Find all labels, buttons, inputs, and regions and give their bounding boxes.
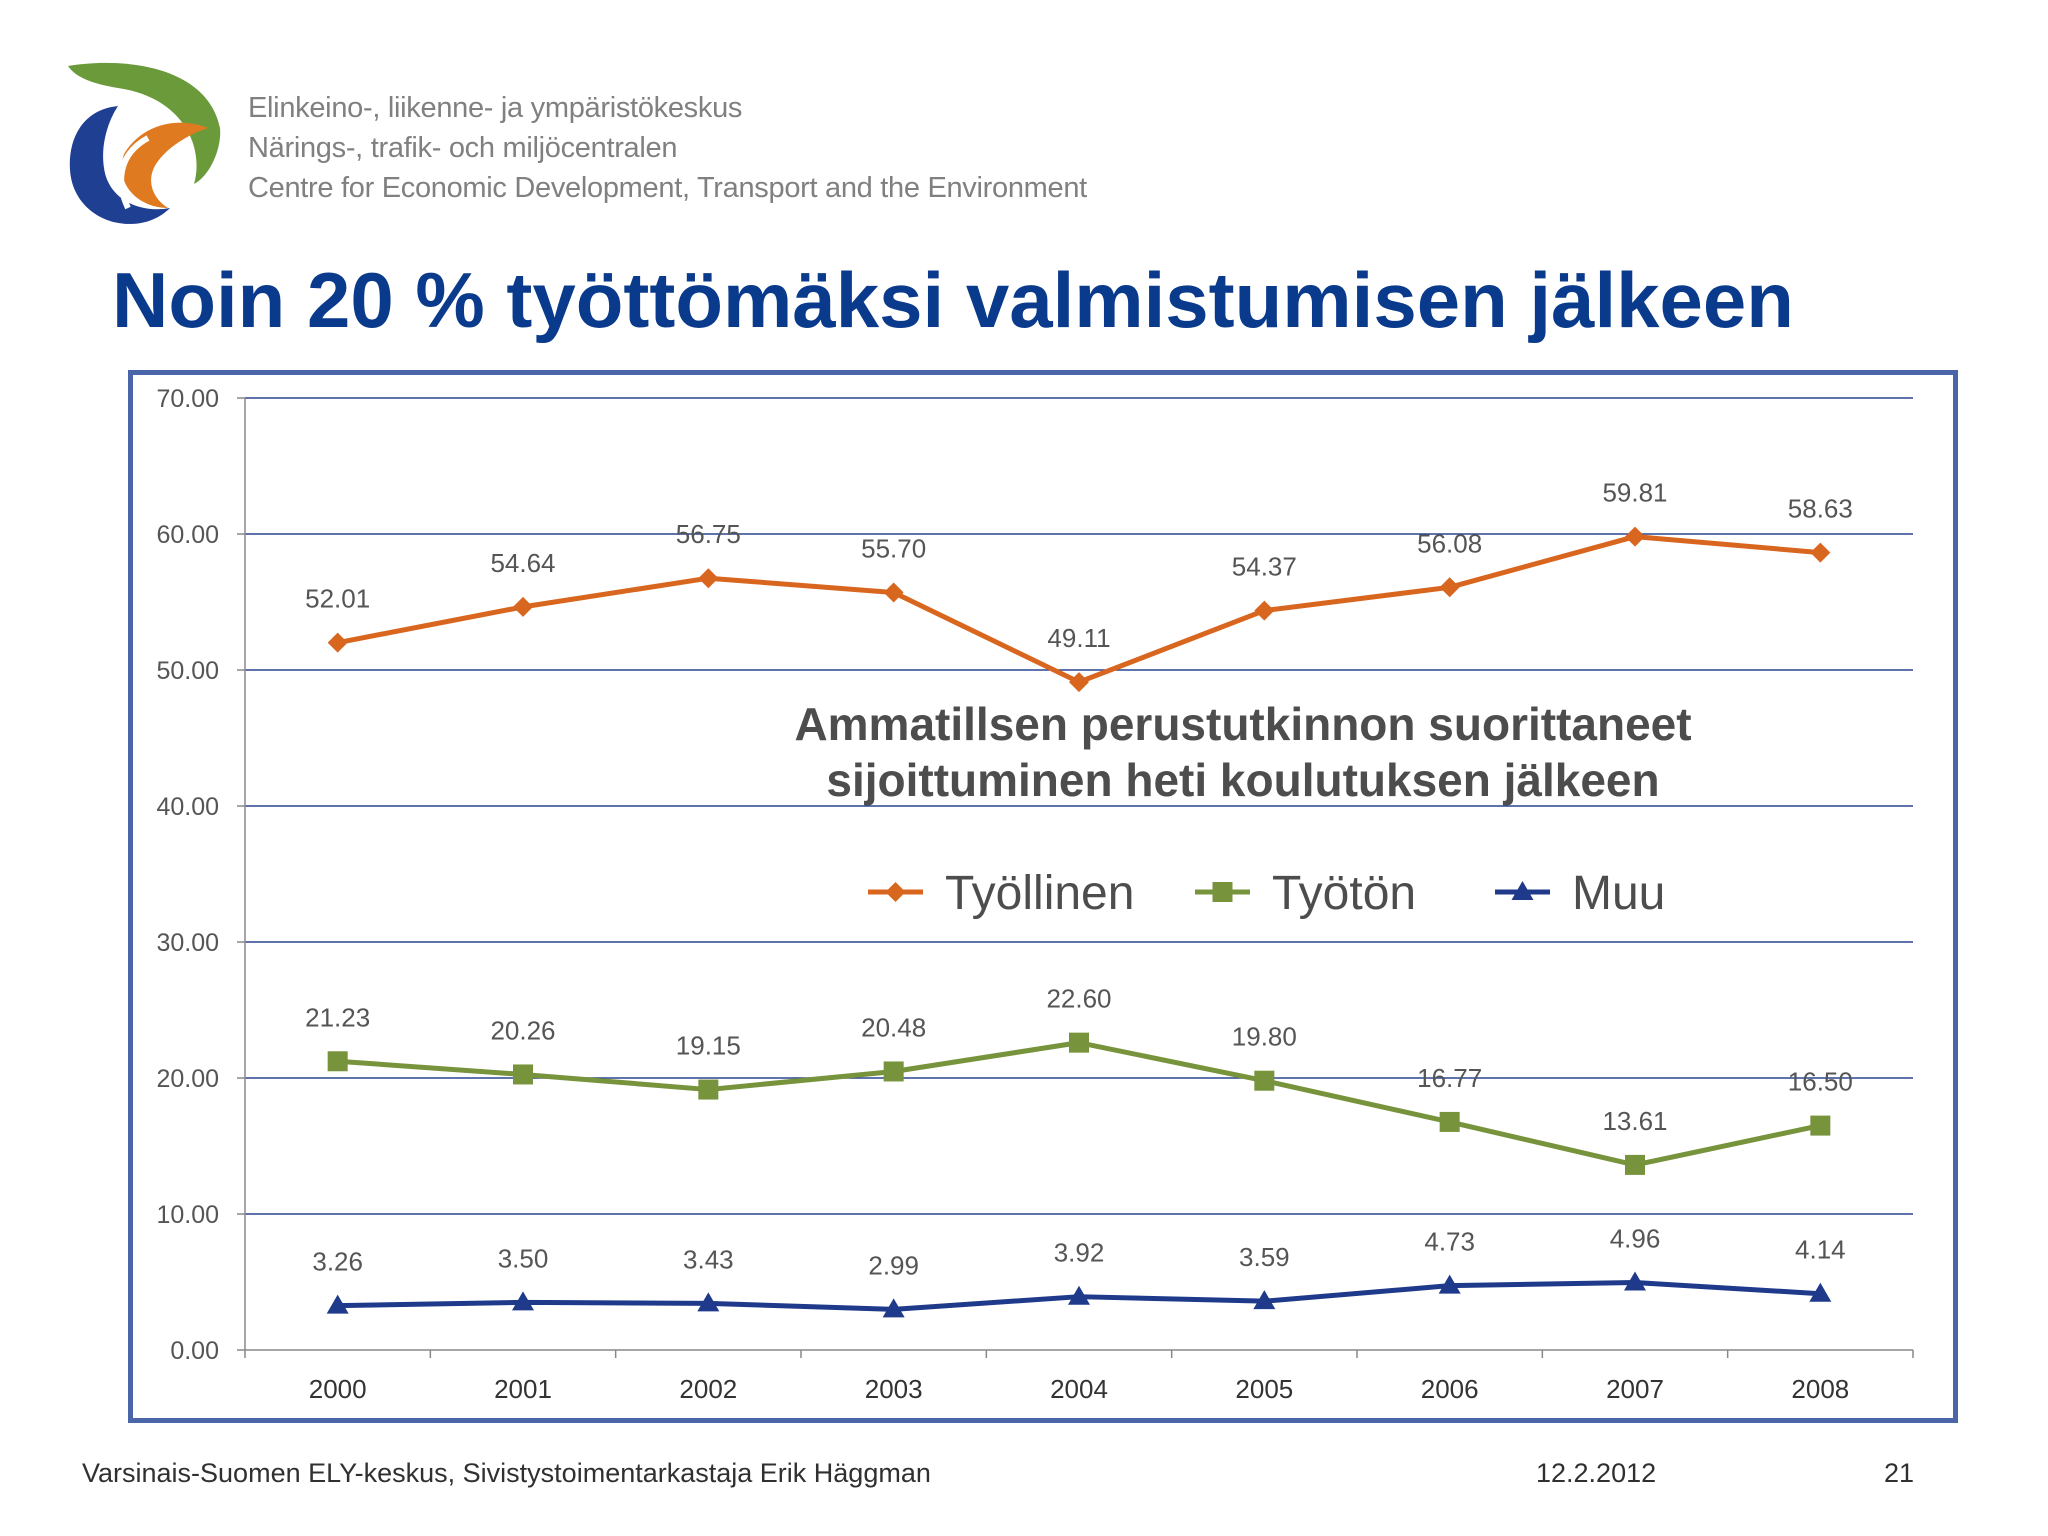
data-label: 3.59 [1239,1242,1290,1272]
series-line [337,534,1821,685]
legend-label: Työllinen [945,867,1134,920]
y-tick-label: 40.00 [156,793,219,821]
data-label: 49.11 [1047,623,1110,653]
data-point [326,1294,349,1314]
data-point [1439,1111,1460,1132]
data-point [1069,1032,1089,1053]
data-label: 56.75 [676,519,741,549]
data-point [698,1079,719,1100]
footer-source: Varsinais-Suomen ELY-keskus, Sivistystoi… [82,1458,931,1488]
data-point [698,568,719,589]
data-point [1810,1115,1831,1136]
organization-name: Elinkeino-, liikenne- ja ympäristökeskus… [248,88,1087,208]
x-tick-label: 2003 [865,1374,923,1404]
legend-marker [885,882,906,902]
legend-marker [1511,881,1534,900]
data-point [883,582,904,603]
data-point [697,1292,720,1312]
data-label: 16.50 [1788,1067,1853,1097]
x-tick-label: 2005 [1235,1374,1293,1404]
x-tick-label: 2006 [1421,1374,1479,1404]
data-label: 22.60 [1046,984,1111,1014]
chart-frame: 0.00 10.00 20.00 30.00 40.00 50.00 60.00 70.00 2… [128,370,1958,1423]
data-label: 54.64 [490,548,555,578]
y-tick-label: 20.00 [156,1065,219,1093]
data-label: 19.15 [676,1031,741,1061]
data-label: 16.77 [1417,1063,1482,1093]
x-tick-label: 2004 [1050,1374,1108,1404]
y-tick-label: 30.00 [156,929,219,957]
data-point [1625,526,1645,547]
data-point [1068,1285,1090,1305]
data-label: 4.96 [1610,1224,1661,1254]
data-label: 20.48 [861,1012,926,1042]
data-label: 56.08 [1417,528,1482,558]
data-point [1439,577,1460,598]
data-point [1254,1070,1275,1091]
data-point [1438,1274,1461,1294]
y-tick-label: 10.00 [156,1201,219,1229]
data-label: 52.01 [305,584,370,614]
legend-marker [1212,882,1233,902]
legend-label: Työtön [1272,867,1416,920]
data-point [513,1064,533,1085]
data-label: 2.99 [868,1250,919,1280]
data-point [882,1298,905,1318]
footer-date: 12.2.2012 [1536,1458,1657,1488]
data-point [512,1291,534,1311]
data-label: 3.92 [1054,1238,1105,1268]
data-label: 55.70 [861,533,926,563]
logo-blue-shape [69,106,170,224]
y-tick-label: 70.00 [156,385,219,413]
data-label: 13.61 [1602,1106,1667,1136]
series-line [337,1040,1821,1168]
legend-label: Muu [1572,867,1665,920]
data-label: 3.26 [312,1247,363,1277]
y-tick-label: 0.00 [170,1337,219,1365]
data-point [1253,1290,1276,1310]
data-label: 21.23 [305,1002,370,1032]
data-point [327,1051,348,1072]
data-point [1624,1271,1646,1291]
org-name-english: Centre for Economic Development, Transpo… [248,172,1087,204]
data-label: 54.37 [1232,552,1297,582]
data-label: 4.14 [1795,1235,1846,1265]
x-tick-label: 2000 [309,1374,367,1404]
data-point [327,632,348,653]
y-tick-label: 60.00 [156,521,219,549]
x-tick-label: 2001 [494,1374,552,1404]
data-point [1625,1154,1645,1175]
data-label: 3.50 [498,1243,549,1273]
line-chart: 0.00 10.00 20.00 30.00 40.00 50.00 60.00 70.00 2… [156,385,1914,1404]
data-label: 3.43 [683,1244,734,1274]
data-point [1254,600,1275,621]
x-tick-label: 2008 [1791,1374,1849,1404]
x-tick-label: 2002 [679,1374,737,1404]
data-label: 4.73 [1424,1227,1475,1257]
slide-title: Noin 20 % työttömäksi valmistumisen jälk… [112,256,1794,344]
chart-title-line-2: sijoittuminen heti koulutuksen jälkeen [826,754,1659,806]
y-tick-label: 50.00 [156,657,219,685]
chart-title-line-1: Ammatillsen perustutkinnon suorittaneet [794,698,1691,750]
data-label: 58.63 [1788,494,1853,524]
x-tick-label: 2007 [1606,1374,1664,1404]
data-point [1810,542,1831,563]
data-label: 59.81 [1602,478,1667,508]
data-point [1809,1282,1832,1302]
data-point [1069,672,1089,693]
data-point [883,1061,904,1082]
ely-logo [68,62,221,224]
data-label: 20.26 [490,1015,555,1045]
org-name-finnish: Elinkeino-, liikenne- ja ympäristökeskus [248,92,743,124]
org-name-swedish: Närings-, trafik- och miljöcentralen [248,132,678,164]
data-label: 19.80 [1232,1022,1297,1052]
data-point [513,596,533,617]
page-number: 21 [1884,1458,1915,1488]
logo-white-stroke [118,135,150,210]
logo-green-swoosh [68,62,221,185]
